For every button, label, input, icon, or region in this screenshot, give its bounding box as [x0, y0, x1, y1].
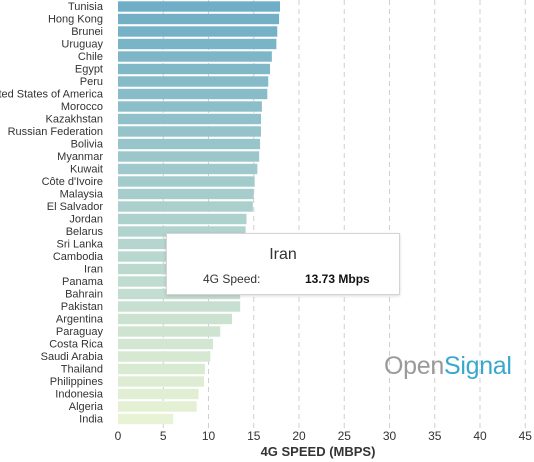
x-tick-label: 20	[292, 429, 306, 443]
x-tick-label: 5	[160, 429, 167, 443]
bar[interactable]	[118, 13, 280, 25]
x-tick-label: 40	[473, 429, 487, 443]
category-label: Egypt	[75, 64, 103, 76]
category-label: Côte d'Ivoire	[42, 176, 103, 188]
category-label: Malaysia	[60, 189, 104, 201]
category-label: India	[79, 414, 104, 426]
bar[interactable]	[118, 376, 204, 387]
category-label: Russian Federation	[8, 126, 103, 138]
bar[interactable]	[118, 126, 261, 137]
category-label: Chile	[78, 51, 103, 63]
x-tick-label: 10	[202, 429, 216, 443]
category-label: Bahrain	[65, 289, 103, 301]
bar[interactable]	[118, 413, 174, 425]
opensignal-logo: OpenSignal	[384, 352, 512, 381]
category-label: Iran	[84, 264, 103, 276]
x-tick-label: 45	[519, 429, 533, 443]
tooltip-value: 13.73 Mbps	[305, 272, 370, 286]
category-label: Pakistan	[61, 301, 103, 313]
category-label: Kazakhstan	[46, 114, 103, 126]
logo-part-signal: Signal	[443, 352, 512, 380]
tooltip-title: Iran	[269, 246, 297, 263]
bar[interactable]	[118, 76, 269, 87]
x-tick-label: 25	[338, 429, 352, 443]
category-label: Argentina	[56, 314, 104, 326]
bar[interactable]	[118, 38, 277, 50]
category-label: Tunisia	[68, 1, 104, 13]
category-label: El Salvador	[47, 201, 104, 213]
category-label: Bolivia	[71, 139, 104, 151]
bar[interactable]	[118, 51, 272, 62]
bar[interactable]	[118, 26, 278, 37]
category-label: Saudi Arabia	[41, 351, 104, 363]
x-tick-labels: 0 5 10 15 20 25 30 35 40 45	[115, 429, 533, 443]
bar[interactable]	[118, 213, 247, 225]
category-label: Cambodia	[53, 251, 104, 263]
category-label: Costa Rica	[49, 339, 104, 351]
category-label: Jordan	[69, 214, 103, 226]
bar[interactable]	[118, 63, 271, 75]
bar[interactable]	[118, 176, 255, 187]
category-label: Algeria	[69, 401, 104, 413]
category-label: Belarus	[66, 226, 104, 238]
category-label: Paraguay	[56, 326, 104, 338]
bar[interactable]	[118, 201, 253, 212]
bar[interactable]	[118, 363, 205, 375]
category-label: Morocco	[61, 101, 103, 113]
category-label: Panama	[62, 276, 104, 288]
bar[interactable]	[118, 351, 211, 362]
logo-part-open: Open	[384, 352, 444, 380]
x-tick-label: 35	[428, 429, 442, 443]
bar[interactable]	[118, 326, 221, 337]
bar[interactable]	[118, 226, 246, 237]
category-label: Sri Lanka	[57, 239, 104, 251]
category-label: Philippines	[50, 376, 104, 388]
bar[interactable]	[118, 188, 254, 200]
bar[interactable]	[118, 388, 199, 400]
category-label: Indonesia	[55, 389, 104, 401]
bar[interactable]	[118, 338, 214, 350]
bar[interactable]	[118, 88, 268, 100]
bar[interactable]	[118, 138, 261, 150]
bar[interactable]	[118, 401, 197, 412]
bar[interactable]	[118, 101, 262, 112]
tooltip: Iran 4G Speed: 13.73 Mbps	[166, 233, 400, 295]
bar[interactable]	[118, 1, 280, 12]
category-label: Myanmar	[57, 151, 103, 163]
category-label: Peru	[80, 76, 103, 88]
bar[interactable]	[118, 301, 241, 312]
category-label: Brunei	[71, 26, 103, 38]
category-label: United States of America	[0, 89, 104, 101]
bar[interactable]	[118, 113, 261, 125]
bars-group	[118, 1, 280, 425]
tooltip-label: 4G Speed:	[203, 272, 261, 286]
x-tick-label: 30	[383, 429, 397, 443]
x-axis-label: 4G SPEED (MBPS)	[261, 444, 376, 459]
category-label: Kuwait	[70, 164, 103, 176]
category-label: Uruguay	[61, 39, 103, 51]
bar[interactable]	[118, 163, 258, 175]
bar[interactable]	[118, 313, 233, 325]
x-tick-label: 0	[115, 429, 122, 443]
category-label: Thailand	[61, 364, 103, 376]
category-label: Hong Kong	[48, 14, 103, 26]
x-tick-label: 15	[247, 429, 261, 443]
bar[interactable]	[118, 151, 260, 162]
